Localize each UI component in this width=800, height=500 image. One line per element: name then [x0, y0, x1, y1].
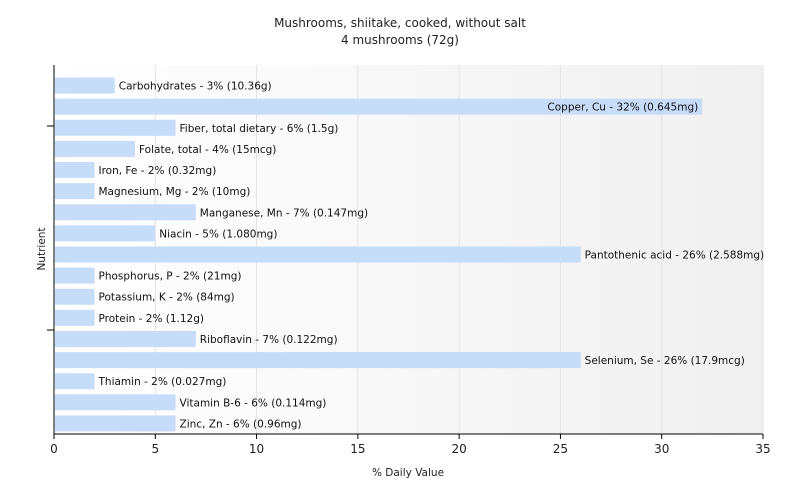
x-tick-label: 5 [151, 442, 159, 456]
y-axis-title: Nutrient [36, 227, 48, 270]
bar-label: Thiamin - 2% (0.027mg) [98, 376, 227, 388]
bar-label: Selenium, Se - 26% (17.9mcg) [585, 355, 745, 367]
bar-label: Iron, Fe - 2% (0.32mg) [99, 165, 217, 177]
bar [55, 225, 156, 242]
bar-label: Pantothenic acid - 26% (2.588mg) [585, 250, 764, 262]
x-tick-label: 20 [452, 442, 467, 456]
bar-label: Phosphorus, P - 2% (21mg) [99, 271, 242, 283]
bar-label: Manganese, Mn - 7% (0.147mg) [200, 207, 368, 219]
x-tick-label: 35 [755, 442, 770, 456]
bar [55, 204, 196, 221]
x-tick-label: 15 [350, 442, 365, 456]
chart-title: Mushrooms, shiitake, cooked, without sal… [274, 16, 526, 30]
x-tick-label: 30 [654, 442, 669, 456]
bar-label: Protein - 2% (1.12g) [99, 313, 205, 325]
bar [55, 415, 176, 432]
bar-label: Zinc, Zn - 6% (0.96mg) [180, 418, 302, 430]
bar [55, 98, 703, 115]
bar-label: Riboflavin - 7% (0.122mg) [200, 334, 338, 346]
bar [55, 288, 95, 305]
bar [55, 140, 136, 157]
bar [55, 309, 95, 326]
bar-label: Niacin - 5% (1.080mg) [159, 228, 277, 240]
bar-label: Potassium, K - 2% (84mg) [99, 292, 235, 304]
bar [55, 373, 95, 390]
bar-label: Folate, total - 4% (15mcg) [139, 144, 276, 156]
chart-subtitle: 4 mushrooms (72g) [341, 33, 459, 47]
x-tick-label: 10 [249, 442, 264, 456]
bar [55, 246, 581, 263]
bar [55, 162, 95, 179]
bar-label: Copper, Cu - 32% (0.645mg) [547, 102, 698, 114]
bar-label: Vitamin B-6 - 6% (0.114mg) [180, 397, 327, 409]
axes: 0 5 10 15 20 25 30 35 [47, 65, 771, 456]
bar [55, 77, 115, 94]
bar [55, 267, 95, 284]
bar-label: Fiber, total dietary - 6% (1.5g) [180, 123, 339, 135]
bar-label: Carbohydrates - 3% (10.36g) [119, 81, 272, 93]
bar [55, 119, 176, 136]
bar [55, 330, 196, 347]
x-axis-title: % Daily Value [372, 467, 444, 479]
bar [55, 183, 95, 200]
bar [55, 394, 176, 411]
x-tick-label: 0 [50, 442, 58, 456]
x-tick-label: 25 [553, 442, 568, 456]
bar-label: Magnesium, Mg - 2% (10mg) [99, 186, 251, 198]
bar [55, 352, 581, 369]
bars: Carbohydrates - 3% (10.36g) Copper, Cu - … [55, 77, 764, 432]
